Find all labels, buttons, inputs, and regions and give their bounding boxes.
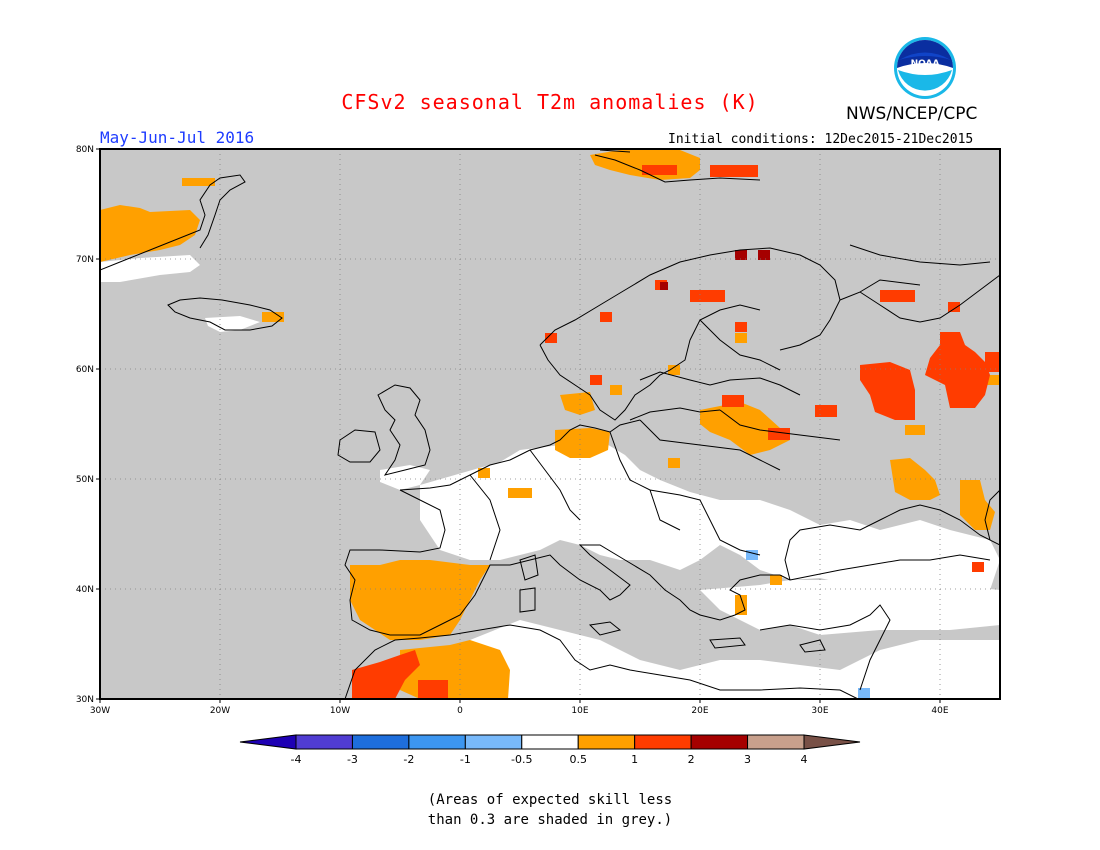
colorbar-label: 2 [688,753,695,766]
lon-tick-label: 0 [457,706,463,716]
colorbar-swatch [464,734,523,750]
very-warm-regions [660,250,770,290]
lat-tick-label: 60N [76,365,94,375]
colorbar-label: 1 [631,753,638,766]
lon-tick-label: 40E [931,706,948,716]
skill-note-line1: (Areas of expected skill less [427,792,673,808]
agency-label: NWS/NCEP/CPC [846,104,978,124]
colorbar-label: 0.5 [569,753,587,766]
lon-tick-label: 20W [210,706,230,716]
lat-tick-label: 30N [76,695,94,705]
lat-tick-label: 40N [76,585,94,595]
colorbar-arrow-low [239,734,297,750]
lat-axis-ticks: 30N 40N 50N 60N 70N 80N [76,145,100,705]
lon-tick-label: 10W [330,706,350,716]
graticule [100,149,1000,699]
forecast-period: May-Jun-Jul 2016 [100,128,255,147]
coastlines [100,149,1000,699]
colorbar-label: 4 [801,753,808,766]
initial-conditions: Initial conditions: 12Dec2015-21Dec2015 [668,132,974,147]
colorbar-swatch [351,734,410,750]
colorbar-label: -4 [291,753,302,766]
map-frame [99,148,1001,700]
colorbar-label: -0.5 [511,753,532,766]
lat-tick-label: 80N [76,145,94,155]
colorbar-label: 3 [744,753,751,766]
lat-tick-label: 50N [76,475,94,485]
strong-warm-regions [352,165,1000,699]
colorbar-swatch [295,734,353,750]
colorbar-swatch [634,734,692,750]
lon-tick-label: 30W [90,706,110,716]
lon-tick-label: 20E [691,706,708,716]
colorbar-swatch [577,734,636,750]
colorbar-arrow-high [803,734,861,750]
lon-tick-label: 30E [811,706,828,716]
colorbar-label: -3 [347,753,358,766]
lat-tick-label: 70N [76,255,94,265]
colorbar-swatch [747,734,805,750]
lon-tick-label: 10E [571,706,588,716]
skill-note-line2: than 0.3 are shaded in grey.) [427,812,673,828]
colorbar-swatch [521,734,579,750]
warm-anomaly-regions [100,150,1000,699]
colorbar-label: -1 [460,753,471,766]
lon-axis-ticks: 30W 20W 10W 0 10E 20E 30E 40E [90,699,949,716]
colorbar-swatch [408,734,466,750]
colorbar-swatch [690,734,749,750]
map-title: CFSv2 seasonal T2m anomalies (K) [341,90,759,114]
colorbar-label: -2 [403,753,414,766]
cool-anomaly-regions [746,550,870,699]
